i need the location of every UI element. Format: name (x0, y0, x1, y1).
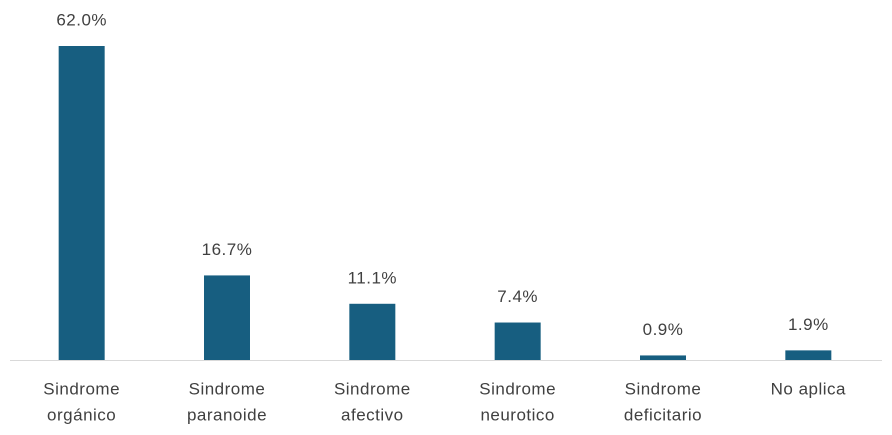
bar (58, 46, 105, 360)
data-label: 11.1% (348, 268, 397, 287)
data-label: 1.9% (788, 315, 829, 334)
bar (204, 275, 250, 360)
bar (785, 350, 832, 360)
x-tick-label: Sindrome (625, 379, 702, 398)
data-label: 7.4% (497, 287, 538, 306)
x-tick-label: Sindrome (43, 379, 120, 398)
x-tick-label: neurotico (480, 405, 554, 424)
x-tick-label: deficitario (624, 405, 702, 424)
x-tick-label: Sindrome (334, 379, 411, 398)
x-tick-label: Sindrome (479, 379, 556, 398)
bar (349, 303, 396, 360)
x-tick-label: afectivo (341, 405, 404, 424)
x-tick-label: paranoide (187, 405, 267, 424)
bar (640, 355, 686, 360)
data-label: 16.7% (202, 240, 253, 259)
x-tick-label: Sindrome (189, 379, 266, 398)
data-label: 0.9% (643, 320, 684, 339)
data-label: 62.0% (56, 10, 107, 29)
bar (494, 322, 541, 360)
x-tick-label: orgánico (47, 405, 116, 424)
x-tick-label: No aplica (771, 379, 846, 398)
